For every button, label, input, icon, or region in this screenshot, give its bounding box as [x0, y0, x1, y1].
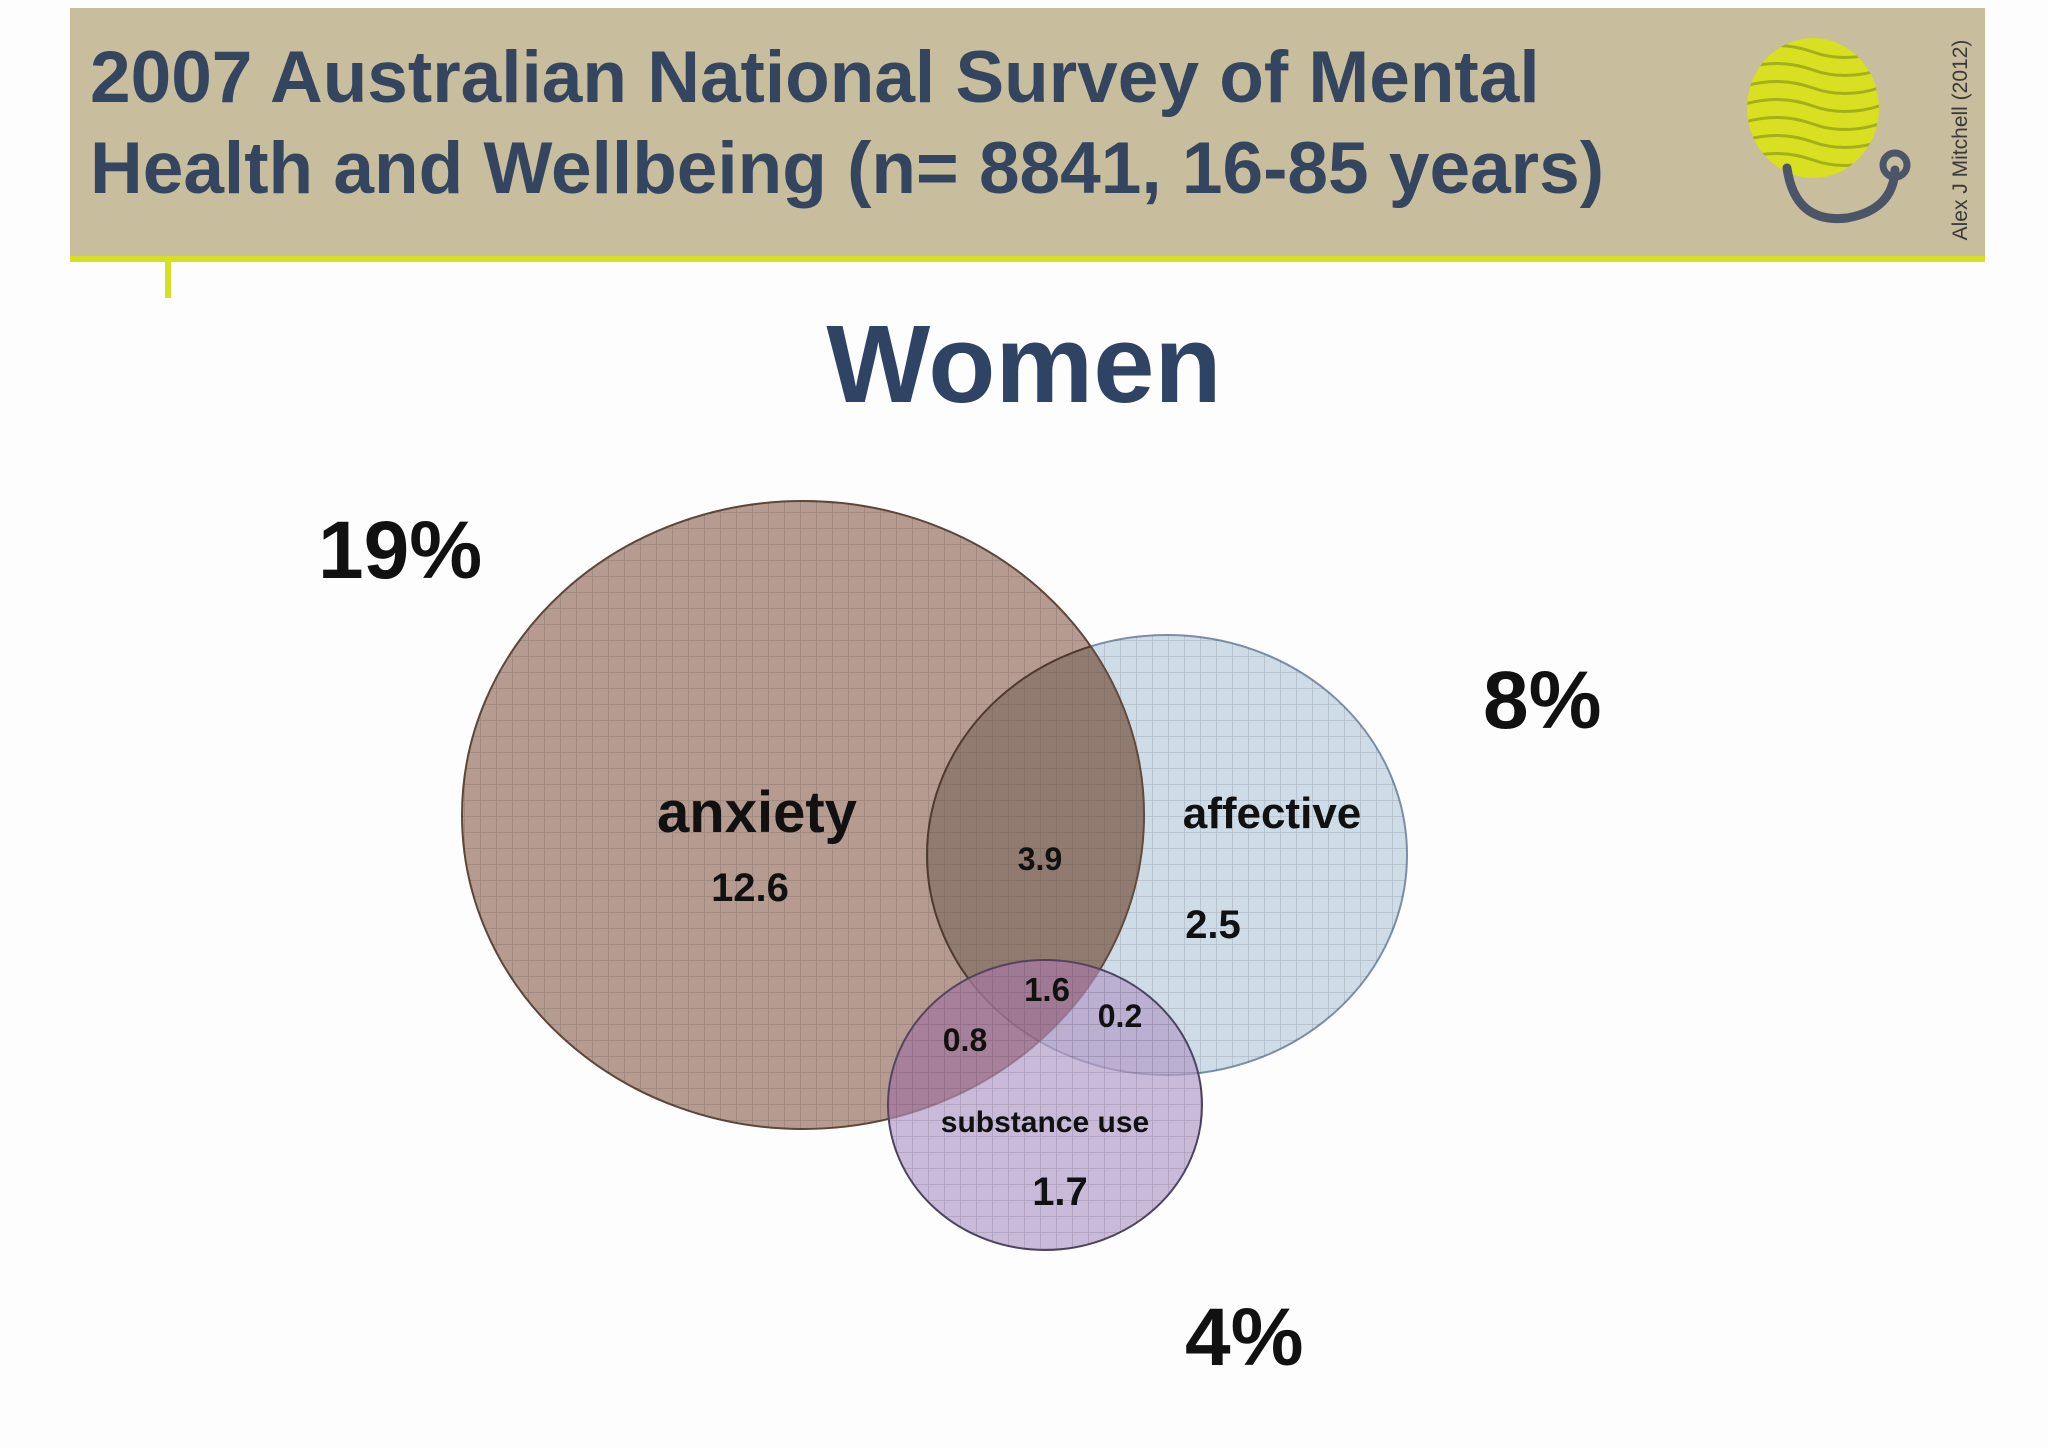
substance-use-total-label: 4%	[1185, 1292, 1304, 1383]
anxiety-label: anxiety	[657, 780, 857, 845]
affective-substance-value: 0.2	[1098, 998, 1142, 1034]
header-tick-mark	[165, 256, 171, 298]
substance-use-grid-texture	[888, 960, 1202, 1250]
slide-header-title: 2007 Australian National Survey of Menta…	[90, 32, 1690, 214]
stethoscope-logo-icon	[1747, 38, 1911, 224]
anxiety-total-label: 19%	[318, 505, 482, 596]
header-underline	[70, 256, 1985, 262]
anxiety-affective-value: 3.9	[1018, 841, 1062, 877]
all-three-overlap-value: 1.6	[1024, 971, 1070, 1008]
affective-label: affective	[1183, 789, 1362, 838]
substance-use-label: substance use	[941, 1106, 1149, 1139]
header-title-line-1: 2007 Australian National Survey of Menta…	[90, 37, 1540, 118]
affective-total-label: 8%	[1483, 655, 1602, 746]
anxiety-substance-value: 0.8	[943, 1022, 987, 1058]
substance-use-only-value: 1.7	[1032, 1170, 1088, 1214]
anxiety-grid-texture	[462, 501, 1144, 1129]
affective-only-value: 2.5	[1185, 903, 1241, 947]
header-title-line-2: Health and Wellbeing (n= 8841, 16-85 yea…	[90, 128, 1605, 209]
diagram-title: Women	[826, 303, 1222, 426]
anxiety-only-value: 12.6	[711, 866, 789, 910]
header-band	[70, 8, 1985, 256]
